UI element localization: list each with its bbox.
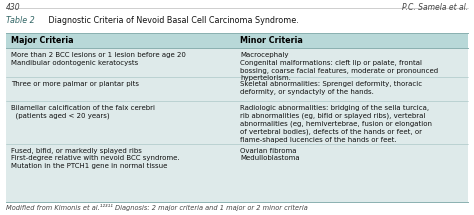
Bar bbox=[6, 33, 468, 48]
Text: Bilamellar calcification of the falx cerebri
  (patients aged < 20 years): Bilamellar calcification of the falx cer… bbox=[11, 105, 155, 119]
Text: Three or more palmar or plantar pits: Three or more palmar or plantar pits bbox=[11, 81, 139, 87]
Text: Major Criteria: Major Criteria bbox=[11, 36, 74, 45]
Text: Table 2: Table 2 bbox=[6, 16, 35, 25]
Text: Radiologic abnormalities: bridging of the sella turcica,
rib abnormalities (eg, : Radiologic abnormalities: bridging of th… bbox=[240, 105, 432, 143]
Text: Macrocephaly
Congenital malformations: cleft lip or palate, frontal
bossing, coa: Macrocephaly Congenital malformations: c… bbox=[240, 52, 438, 81]
Text: More than 2 BCC lesions or 1 lesion before age 20
Mandibular odontogenic keratoc: More than 2 BCC lesions or 1 lesion befo… bbox=[11, 52, 186, 66]
Text: Minor Criteria: Minor Criteria bbox=[240, 36, 303, 45]
Text: Ovarian fibroma
Medulloblastoma: Ovarian fibroma Medulloblastoma bbox=[240, 148, 300, 161]
Text: 430: 430 bbox=[6, 3, 20, 12]
Bar bbox=[6, 48, 468, 202]
Text: Skeletal abnormalities: Sprengel deformity, thoracic
deformity, or syndactyly of: Skeletal abnormalities: Sprengel deformi… bbox=[240, 81, 422, 95]
Text: Modified from Kimonis et al.¹²³¹¹ Diagnosis: 2 major criteria and 1 major or 2 m: Modified from Kimonis et al.¹²³¹¹ Diagno… bbox=[6, 204, 308, 211]
Text: P.C. Samela et al.: P.C. Samela et al. bbox=[402, 3, 468, 12]
Text: Diagnostic Criteria of Nevoid Basal Cell Carcinoma Syndrome.: Diagnostic Criteria of Nevoid Basal Cell… bbox=[41, 16, 299, 25]
Text: Fused, bifid, or markedly splayed ribs
First-degree relative with nevoid BCC syn: Fused, bifid, or markedly splayed ribs F… bbox=[11, 148, 180, 169]
